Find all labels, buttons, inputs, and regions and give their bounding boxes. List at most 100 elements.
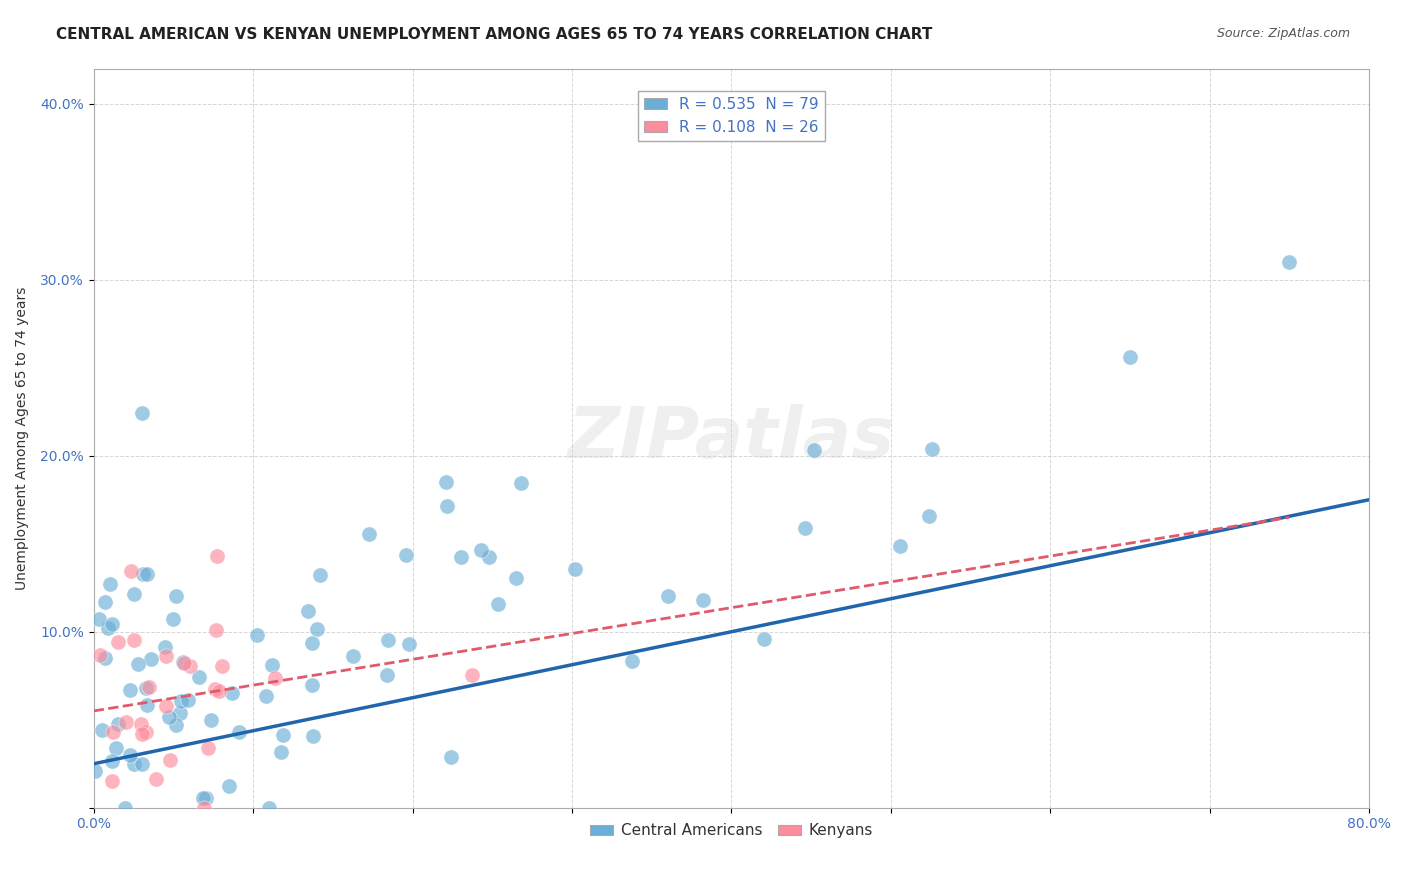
Point (84, 764, 107, 779)
Point (793, 521, 815, 535)
Point (131, 727, 153, 741)
Point (94, 651, 117, 665)
Point (478, 549, 501, 564)
Point (91, 723, 114, 737)
Point (436, 499, 458, 513)
Point (803, 443, 825, 458)
Point (218, 779, 240, 793)
Point (205, 549, 228, 563)
Point (377, 633, 399, 648)
Point (302, 729, 325, 743)
Point (342, 648, 364, 663)
Point (505, 571, 527, 585)
Point (204, 682, 226, 697)
Point (921, 442, 943, 456)
Point (254, 689, 277, 703)
Point (375, 668, 398, 682)
Point (439, 750, 461, 764)
Point (271, 728, 294, 742)
Point (101, 754, 124, 768)
Point (115, 715, 138, 730)
Point (228, 724, 250, 739)
Point (301, 678, 323, 692)
Point (359, 527, 381, 541)
Point (259, 801, 281, 815)
Point (177, 693, 200, 707)
Point (395, 548, 418, 562)
Point (107, 717, 129, 731)
Point (211, 659, 233, 673)
Text: Source: ZipAtlas.com: Source: ZipAtlas.com (1216, 27, 1350, 40)
Point (564, 562, 586, 576)
Point (263, 671, 285, 685)
Point (157, 710, 180, 724)
Point (460, 668, 482, 682)
Point (692, 592, 714, 607)
Point (193, 801, 215, 815)
Point (135, 725, 157, 739)
Point (122, 587, 145, 601)
Point (246, 628, 269, 642)
Point (162, 612, 184, 626)
Point (657, 589, 679, 603)
Point (450, 550, 472, 565)
Point (165, 589, 187, 603)
Point (131, 757, 153, 772)
Y-axis label: Unemployment Among Ages 65 to 74 years: Unemployment Among Ages 65 to 74 years (15, 286, 30, 590)
Point (754, 632, 776, 646)
Text: ZIPatlas: ZIPatlas (568, 404, 896, 473)
Point (122, 756, 145, 771)
Point (509, 475, 531, 490)
Point (486, 597, 509, 611)
Point (172, 655, 194, 669)
Point (97, 621, 120, 635)
Point (98, 576, 121, 591)
Point (114, 801, 136, 815)
Legend: Central Americans, Kenyans: Central Americans, Kenyans (583, 817, 879, 845)
Point (200, 714, 222, 728)
Point (122, 632, 145, 647)
Point (131, 406, 153, 420)
Point (207, 683, 229, 698)
Point (205, 624, 228, 638)
Point (270, 745, 292, 759)
Point (118, 747, 141, 762)
Point (135, 681, 157, 695)
Point (131, 717, 153, 731)
Point (173, 656, 195, 670)
Point (165, 718, 187, 732)
Point (398, 637, 420, 651)
Point (169, 706, 191, 720)
Point (260, 658, 283, 673)
Point (131, 566, 153, 581)
Point (307, 622, 329, 636)
Point (297, 604, 319, 618)
Point (145, 772, 167, 787)
Point (136, 698, 159, 712)
Point (87, 612, 110, 626)
Point (118, 683, 141, 698)
Point (101, 773, 124, 788)
Point (135, 566, 157, 581)
Point (139, 652, 162, 666)
Point (191, 790, 214, 805)
Point (221, 685, 243, 699)
Point (197, 741, 219, 756)
Point (107, 635, 129, 649)
Point (94, 595, 117, 609)
Point (138, 680, 160, 694)
Point (309, 568, 332, 582)
Point (155, 640, 177, 654)
Point (127, 657, 149, 671)
Point (194, 791, 217, 805)
Point (889, 539, 911, 553)
Text: CENTRAL AMERICAN VS KENYAN UNEMPLOYMENT AMONG AGES 65 TO 74 YEARS CORRELATION CH: CENTRAL AMERICAN VS KENYAN UNEMPLOYMENT … (56, 27, 932, 42)
Point (101, 725, 124, 739)
Point (169, 694, 191, 708)
Point (104, 741, 127, 756)
Point (155, 699, 177, 714)
Point (1119, 350, 1142, 364)
Point (101, 617, 124, 632)
Point (918, 508, 941, 523)
Point (301, 636, 323, 650)
